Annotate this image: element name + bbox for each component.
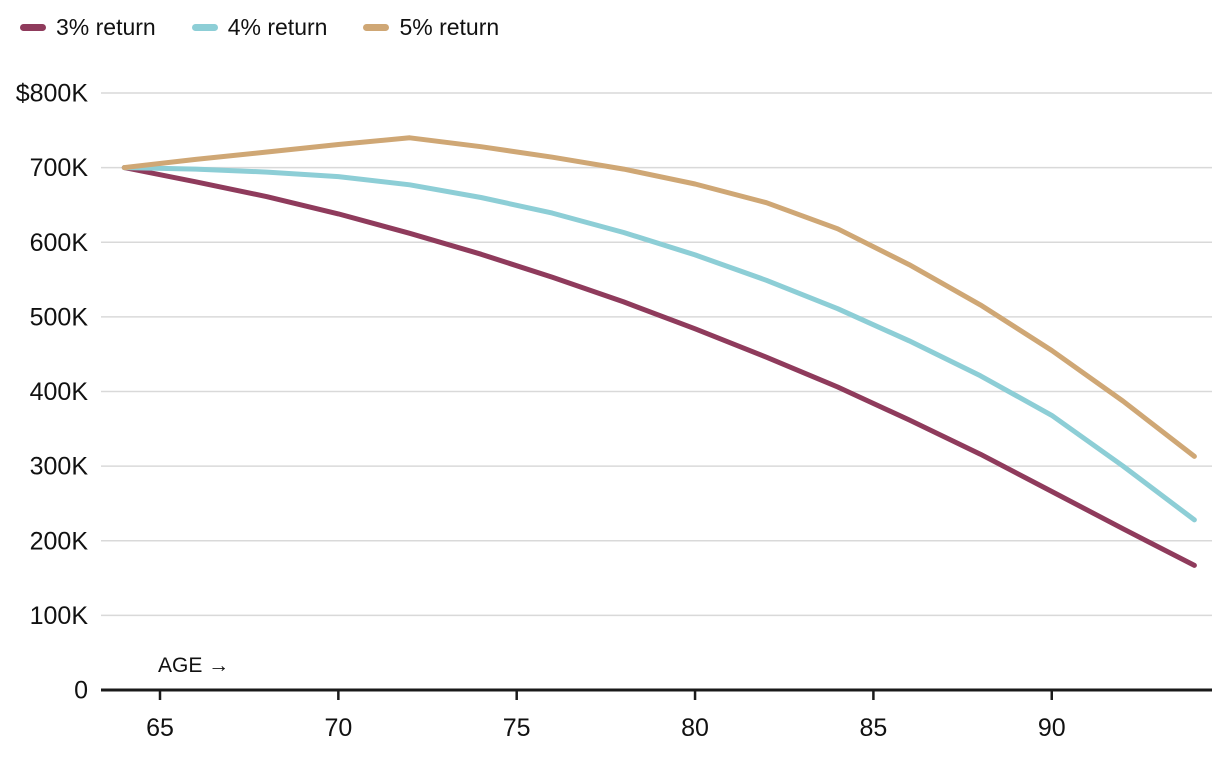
- y-tick-label: 100K: [30, 602, 89, 630]
- y-tick-label: 600K: [30, 229, 89, 257]
- y-tick-label: 500K: [30, 303, 89, 331]
- legend-label-5pct: 5% return: [399, 14, 500, 40]
- x-tick-label: 70: [324, 714, 352, 742]
- y-tick-label: $800K: [16, 80, 89, 108]
- series-line-4pct-return: [121, 165, 1197, 523]
- legend-swatch-5pct-icon: [363, 24, 390, 31]
- legend-swatch-3pct-icon: [20, 24, 46, 31]
- legend-label-3pct: 3% return: [56, 14, 156, 40]
- legend-item-5pct: 5% return: [363, 16, 499, 39]
- y-tick-label: 400K: [30, 378, 89, 406]
- series-line-3pct-return: [121, 165, 1197, 568]
- x-tick-label: 80: [681, 714, 709, 742]
- legend-swatch-4pct-icon: [191, 24, 218, 31]
- legend-item-3pct: 3% return: [20, 16, 156, 39]
- y-tick-label: 300K: [30, 453, 89, 481]
- x-tick-label: 90: [1038, 714, 1066, 742]
- x-tick-label: 75: [503, 714, 531, 742]
- x-axis-title: AGE →: [158, 654, 229, 677]
- y-tick-label: 200K: [30, 527, 89, 555]
- series-line-5pct-return: [121, 135, 1197, 459]
- legend: 3% return 4% return 5% return: [20, 16, 499, 39]
- y-tick-label: 700K: [30, 154, 89, 182]
- legend-label-4pct: 4% return: [227, 14, 328, 40]
- x-tick-label: 85: [859, 714, 887, 742]
- y-tick-label: 0: [74, 677, 88, 705]
- x-tick-label: 65: [146, 714, 174, 742]
- legend-item-4pct: 4% return: [191, 14, 328, 40]
